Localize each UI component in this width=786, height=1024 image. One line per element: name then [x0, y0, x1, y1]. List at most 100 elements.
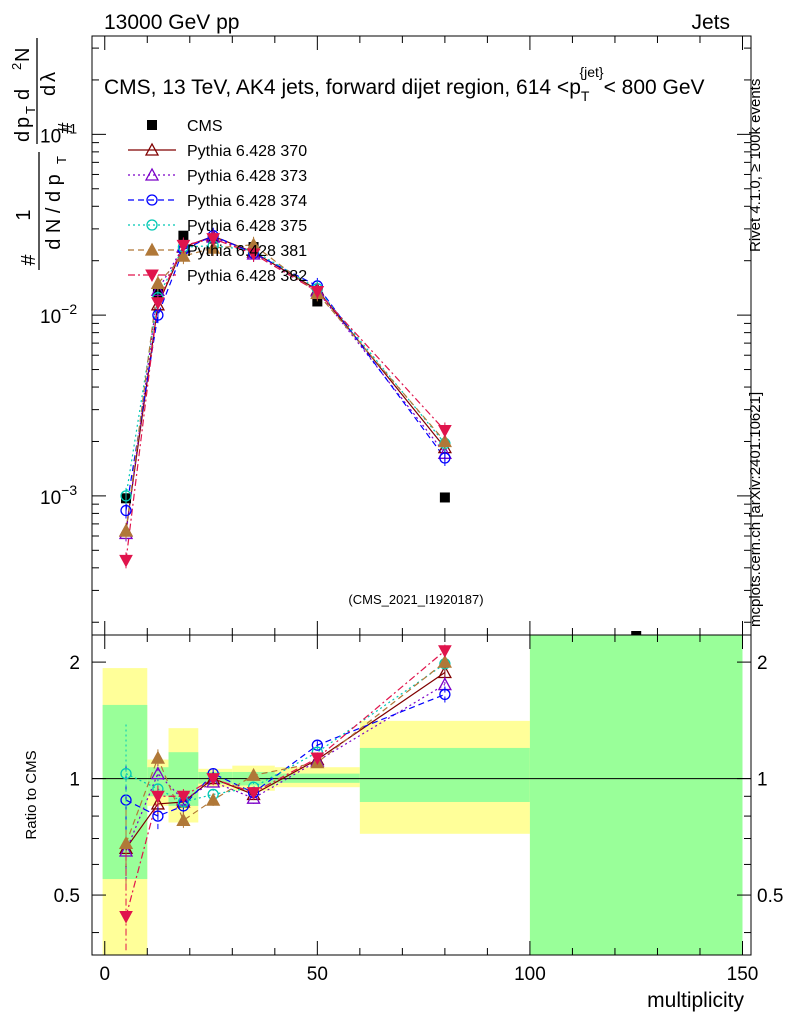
y-label-t2: T	[23, 106, 38, 114]
legend-marker-5	[144, 242, 160, 256]
main-point-5-6	[437, 434, 452, 448]
main-point-0-2	[178, 230, 189, 241]
ratio-point-1-3	[206, 774, 221, 788]
legend-marker-3	[146, 194, 158, 206]
main-point-6-1	[151, 297, 165, 310]
y-label-hash-1: #	[18, 254, 40, 266]
main-point-5-1	[150, 275, 165, 289]
x-tick-label: 50	[307, 964, 328, 985]
ratio-panel-frame	[91, 634, 752, 956]
legend-item-1: Pythia 6.428 370	[128, 142, 307, 160]
ratio-point-5-5	[310, 752, 325, 766]
plot-title-main: CMS, 13 TeV, AK4 jets, forward dijet reg…	[104, 76, 581, 99]
ratio-point-2-5	[311, 739, 323, 751]
x-tick-label: 0	[99, 964, 110, 985]
y-label-hash-2: #	[55, 122, 77, 134]
ratio-plot-area: 0.5 0.5 1 1 2 2 0 50 100 150	[54, 634, 783, 985]
y-label-n: N	[12, 48, 34, 62]
ratio-y-tick-label-right: 1	[757, 770, 768, 791]
ratio-point-4-1	[150, 750, 165, 764]
legend-label-0: CMS	[187, 118, 223, 135]
ratio-point-5-2	[176, 790, 191, 804]
main-y-tick-base: 10	[40, 126, 61, 147]
legend-label-6: Pythia 6.428 382	[187, 268, 307, 285]
y-label-t-sub: T	[54, 156, 69, 164]
legend-marker-0	[147, 120, 157, 130]
main-y-tick-label: 10−2	[40, 301, 77, 328]
ratio-point-5-0	[119, 911, 133, 924]
legend-label-1: Pythia 6.428 370	[187, 143, 307, 160]
main-point-0-6	[439, 492, 450, 503]
main-point-0-5	[312, 296, 323, 307]
main-point-6-4	[246, 248, 261, 261]
plot-title-sub: T	[581, 88, 590, 104]
band-green-6	[359, 747, 530, 802]
main-point-3-6	[439, 452, 451, 464]
main-point-5-3	[206, 240, 221, 254]
legend: CMS Pythia 6.428 370 Pythia 6.428 373 Pythi…	[128, 118, 307, 285]
y-label-p: p	[12, 117, 34, 128]
y-label-dndpt: d N / d p	[43, 174, 65, 250]
ratio-uncertainty-bands	[102, 635, 743, 955]
ratio-y-label: Ratio to CMS	[23, 750, 40, 839]
ratio-point-4-3	[206, 792, 221, 806]
y-label-d3: d	[38, 85, 60, 96]
main-point-0-7	[631, 631, 642, 635]
rivet-side-label: Rivet 4.1.0, ≥ 100k events	[747, 79, 764, 252]
y-label-d2: d	[12, 89, 34, 100]
x-tick-label: 100	[514, 964, 546, 985]
legend-marker-6	[145, 269, 159, 283]
x-axis-label: multiplicity	[647, 989, 744, 1012]
ratio-point-3-0	[120, 767, 132, 780]
main-point-5-0	[118, 523, 134, 537]
header-left-label: 13000 GeV pp	[104, 11, 239, 34]
ratio-point-4-4	[246, 767, 261, 781]
watermark: (CMS_2021_I1920187)	[348, 592, 483, 607]
plot-title-end: < 800 GeV	[604, 76, 705, 99]
plot-title-sup: {jet}	[579, 64, 603, 80]
y-label-sq: 2	[9, 63, 24, 70]
ratio-point-5-4	[246, 787, 261, 800]
band-green-7	[529, 635, 743, 955]
main-point-5-2	[176, 248, 191, 262]
main-point-4-0	[120, 490, 132, 502]
mcplots-side-label: mcplots.cern.ch [arXiv:2401.10621]	[747, 392, 764, 627]
legend-label-4: Pythia 6.428 375	[187, 218, 307, 235]
main-y-tick-exp: −1	[61, 120, 77, 136]
legend-marker-1	[144, 142, 160, 156]
main-point-6-2	[176, 239, 191, 253]
ratio-point-2-6	[439, 688, 451, 701]
y-label-d1: d	[12, 131, 34, 142]
ratio-point-4-6	[437, 654, 452, 668]
ratio-y-tick-label-right: 0.5	[757, 886, 783, 907]
main-y-tick-exp: −3	[61, 482, 77, 498]
ratio-point-5-6	[438, 645, 452, 658]
legend-label-2: Pythia 6.428 373	[187, 168, 307, 185]
ratio-point-1-4	[246, 790, 261, 804]
ratio-y-tick-label-right: 2	[757, 653, 768, 674]
main-y-tick-exp: −2	[61, 301, 77, 317]
legend-marker-2	[144, 167, 160, 181]
ratio-point-5-3	[206, 773, 221, 786]
legend-item-2: Pythia 6.428 373	[128, 167, 307, 185]
y-label-lambda: λ	[38, 72, 60, 82]
legend-item-4: Pythia 6.428 375	[128, 218, 307, 235]
legend-item-5: Pythia 6.428 381	[128, 242, 307, 260]
main-line-6	[125, 237, 446, 561]
ratio-y-tick-label-left: 1	[69, 770, 80, 791]
main-y-label: # 1 d N / d p T # d p T d d λ N 2	[9, 38, 77, 270]
main-y-tick-base: 10	[40, 488, 61, 509]
ratio-point-5-1	[151, 790, 165, 804]
main-point-3-0	[120, 504, 132, 517]
ratio-y-tick-label-left: 0.5	[54, 886, 80, 907]
legend-label-3: Pythia 6.428 374	[187, 193, 307, 210]
ratio-point-4-2	[176, 812, 191, 826]
main-point-6-0	[119, 554, 133, 568]
main-plot-area: 10−110−210−3 (CMS_2021_I1920187) CMSPyth…	[40, 35, 752, 636]
ratio-point-4-0	[118, 836, 134, 850]
ratio-axis-ticks: 0.5 0.5 1 1 2 2 0 50 100 150	[54, 635, 783, 985]
legend-item-3: Pythia 6.428 374	[128, 193, 307, 210]
main-axis-ticks: 10−110−210−3	[40, 36, 751, 635]
legend-item-6: Pythia 6.428 382	[128, 268, 307, 285]
